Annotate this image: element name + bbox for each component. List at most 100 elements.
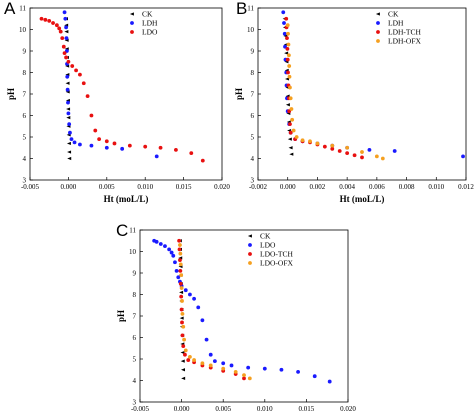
data-point — [180, 311, 185, 316]
data-point — [285, 103, 290, 107]
data-point — [327, 379, 332, 384]
data-point — [345, 151, 350, 156]
data-point — [308, 139, 312, 144]
legend-marker — [376, 21, 380, 25]
y-tick-label: 9 — [133, 270, 137, 278]
data-point — [176, 275, 181, 280]
data-point — [167, 247, 172, 252]
data-point — [294, 135, 299, 139]
data-point — [60, 36, 65, 40]
data-point — [392, 149, 397, 153]
data-point — [174, 148, 178, 152]
x-tick-label: 0.020 — [340, 405, 356, 413]
data-point — [178, 268, 183, 273]
data-point — [64, 55, 68, 60]
data-point — [200, 361, 205, 366]
legend-label: LDH — [388, 19, 404, 28]
data-point — [180, 299, 184, 303]
y-axis-label: pH — [234, 88, 244, 100]
data-point — [62, 10, 67, 15]
series-ldh-tch — [284, 16, 364, 160]
data-point — [61, 44, 66, 49]
x-axis-label: Ht (moL/L) — [340, 194, 385, 204]
data-point — [300, 138, 305, 143]
data-point — [337, 149, 342, 153]
data-point — [72, 140, 77, 145]
y-tick-label: 8 — [23, 69, 27, 77]
x-tick-label: 0.000 — [61, 183, 77, 191]
legend-marker — [247, 234, 252, 238]
data-point — [286, 31, 290, 36]
data-point — [158, 242, 163, 246]
data-point — [81, 81, 86, 86]
legend-label: CK — [388, 10, 399, 19]
data-point — [62, 51, 67, 56]
legend-label: LDO — [142, 28, 158, 37]
legend-marker — [248, 252, 252, 256]
data-point — [58, 29, 63, 34]
data-point — [39, 16, 44, 21]
y-axis-label: pH — [6, 88, 16, 100]
data-point — [322, 144, 327, 149]
data-point — [286, 42, 291, 47]
data-point — [285, 57, 290, 62]
y-tick-label: 7 — [133, 313, 137, 321]
data-point — [178, 243, 182, 247]
data-point — [65, 74, 70, 79]
legend-marker — [130, 21, 134, 25]
panel-letter: C — [116, 221, 128, 240]
data-point — [179, 316, 184, 320]
data-point — [352, 153, 357, 158]
x-tick-label: 0.010 — [137, 183, 153, 191]
data-point — [181, 344, 186, 348]
data-point — [179, 294, 184, 299]
data-point — [64, 36, 69, 40]
y-tick-label: 10 — [19, 26, 27, 34]
data-point — [287, 137, 292, 141]
legend-marker — [375, 12, 380, 16]
data-point — [78, 72, 82, 77]
data-point — [179, 286, 184, 290]
data-point — [285, 77, 290, 81]
data-point — [221, 361, 226, 366]
data-point — [374, 154, 379, 159]
data-point — [143, 144, 148, 149]
data-point — [461, 154, 465, 159]
data-point — [192, 358, 196, 362]
series-ldo-tch — [177, 238, 246, 381]
x-tick-label: -0.002 — [249, 183, 268, 191]
data-point — [221, 366, 226, 371]
data-point — [288, 85, 292, 90]
data-point — [229, 363, 234, 368]
data-point — [284, 51, 289, 55]
data-point — [242, 373, 246, 378]
data-point — [188, 292, 192, 297]
data-point — [154, 154, 159, 159]
y-tick-label: 7 — [23, 91, 27, 99]
data-point — [282, 21, 286, 25]
x-tick-label: 0.005 — [99, 183, 115, 191]
data-point — [291, 128, 296, 133]
data-point — [345, 145, 350, 150]
series-ldh — [62, 10, 159, 159]
data-point — [180, 350, 185, 355]
data-point — [127, 143, 132, 148]
data-point — [186, 358, 191, 362]
data-point — [177, 238, 182, 243]
x-tick-label: 0.006 — [369, 183, 385, 191]
data-point — [289, 152, 294, 156]
data-point — [65, 81, 70, 85]
data-point — [360, 155, 364, 160]
y-tick-label: 3 — [251, 177, 255, 185]
data-point — [171, 253, 176, 258]
data-point — [66, 116, 71, 120]
legend-label: LDO-TCH — [260, 250, 293, 259]
data-point — [200, 318, 205, 323]
data-point — [178, 262, 183, 267]
y-tick-label: 4 — [23, 155, 27, 163]
x-tick-label: 0.012 — [458, 183, 474, 191]
legend-marker — [248, 261, 252, 265]
y-tick-label: 5 — [23, 134, 27, 142]
data-point — [66, 59, 71, 64]
